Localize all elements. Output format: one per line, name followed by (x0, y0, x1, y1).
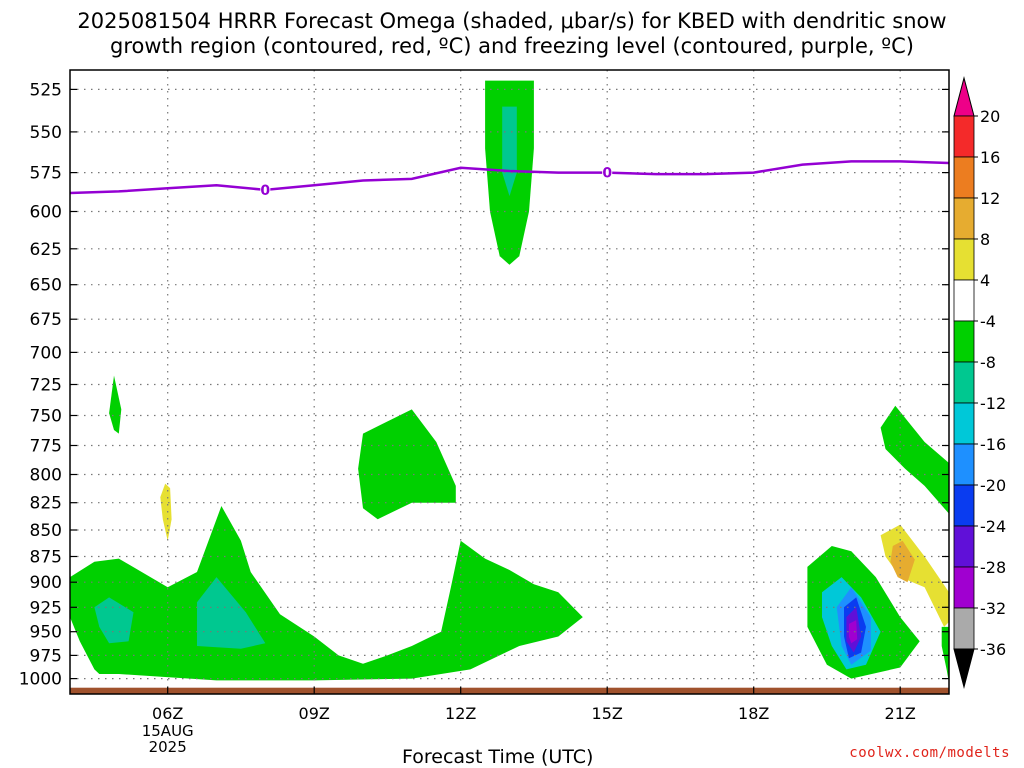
freezing-level-line (69, 160, 950, 195)
x-tick-label-15: 15Z (592, 704, 623, 723)
colorbar-swatch-10 (953, 525, 975, 568)
colorbar-swatch-0 (953, 115, 975, 158)
y-tick-label-550: 550 (30, 123, 62, 143)
y-tick-label-950: 950 (30, 623, 62, 643)
y-tick-label-850: 850 (30, 521, 62, 541)
freezing-label-bg-0 (260, 182, 271, 197)
omega-region-6 (197, 577, 266, 649)
y-tick-label-675: 675 (30, 310, 62, 330)
x-axis-title: Forecast Time (UTC) (402, 746, 594, 768)
ground-fill (70, 687, 949, 694)
omega-region-14 (880, 405, 949, 514)
y-axis: 525 550 575 600 625 650 675 700 725 750 775 800 825 8… (19, 80, 949, 690)
colorbar-label-0: 20 (980, 107, 1000, 126)
colorbar-label-7: -12 (980, 394, 1006, 413)
y-tick-label-725: 725 (30, 376, 62, 396)
y-tick-label-775: 775 (30, 437, 62, 457)
colorbar-swatch-6 (953, 361, 975, 404)
colorbar-label-1: 16 (980, 148, 1000, 167)
colorbar-top-triangle (953, 76, 975, 117)
colorbar-label-11: -28 (980, 558, 1006, 577)
y-tick-label-575: 575 (30, 164, 62, 184)
chart-title-line1: 2025081504 HRRR Forecast Omega (shaded, … (77, 9, 947, 33)
colorbar-label-9: -20 (980, 476, 1006, 495)
colorbar-label-4: 4 (980, 271, 990, 290)
x-tick-sublabel-1: 2025 (149, 738, 187, 756)
freezing-label-bg-1 (602, 165, 613, 180)
colorbar-swatch-5 (953, 320, 975, 363)
omega-region-4 (70, 506, 583, 681)
chart-title-line2: growth region (contoured, red, ºC) and f… (110, 34, 914, 58)
colorbar-swatch-12 (953, 607, 975, 650)
y-tick-label-750: 750 (30, 407, 62, 427)
y-tick-label-700: 700 (30, 343, 62, 363)
colorbar-label-10: -24 (980, 517, 1006, 536)
freezing-level-contour: 00 (69, 160, 950, 199)
omega-region-3 (160, 483, 172, 541)
omega-region-5 (94, 597, 134, 644)
colorbar-swatch-11 (953, 566, 975, 609)
ground-layer (70, 687, 949, 694)
omega-region-16 (890, 540, 915, 583)
plot-frame (69, 69, 950, 695)
colorbar-swatch-1 (953, 156, 975, 199)
colorbar: 20 16 12 8 4 -4 -8 -12 -16 -20 -24 -28 -32 -36 (953, 76, 1006, 689)
omega-region-7 (358, 409, 456, 520)
omega-region-2 (109, 375, 122, 434)
y-tick-label-925: 925 (30, 598, 62, 618)
x-tick-sublabel-0: 15AUG (142, 722, 194, 740)
colorbar-swatch-3 (953, 238, 975, 281)
y-tick-label-650: 650 (30, 276, 62, 296)
freezing-level-label-1: 0 (602, 166, 612, 182)
colorbar-label-13: -36 (980, 640, 1006, 659)
x-tick-label-9: 09Z (299, 704, 330, 723)
credit-text: coolwx.com/modelts (849, 745, 1010, 761)
colorbar-label-6: -8 (980, 353, 996, 372)
y-tick-label-900: 900 (30, 573, 62, 593)
y-tick-label-800: 800 (30, 466, 62, 486)
omega-region-13 (848, 620, 858, 644)
colorbar-swatch-7 (953, 402, 975, 445)
y-tick-label-875: 875 (30, 548, 62, 568)
colorbar-swatch-2 (953, 197, 975, 240)
y-tick-label-525: 525 (30, 80, 62, 100)
colorbar-label-12: -32 (980, 599, 1006, 618)
y-tick-label-600: 600 (30, 203, 62, 223)
plot-border (69, 69, 950, 695)
y-tick-label-1000: 1000 (19, 670, 62, 690)
y-tick-label-825: 825 (30, 494, 62, 514)
omega-shading (70, 80, 949, 684)
colorbar-swatch-4 (953, 279, 975, 322)
colorbar-label-2: 12 (980, 189, 1000, 208)
colorbar-label-3: 8 (980, 230, 990, 249)
y-tick-label-625: 625 (30, 240, 62, 260)
omega-region-1 (502, 106, 517, 197)
x-tick-label-12: 12Z (445, 704, 476, 723)
colorbar-swatch-8 (953, 443, 975, 486)
freezing-level-label-0: 0 (260, 183, 270, 199)
colorbar-label-8: -16 (980, 435, 1006, 454)
y-tick-label-975: 975 (30, 646, 62, 666)
colorbar-swatch-9 (953, 484, 975, 527)
x-tick-label-6: 06Z (152, 704, 183, 723)
x-tick-label-18: 18Z (738, 704, 769, 723)
colorbar-label-5: -4 (980, 312, 996, 331)
x-tick-label-21: 21Z (885, 704, 916, 723)
colorbar-bottom-triangle (953, 648, 975, 689)
